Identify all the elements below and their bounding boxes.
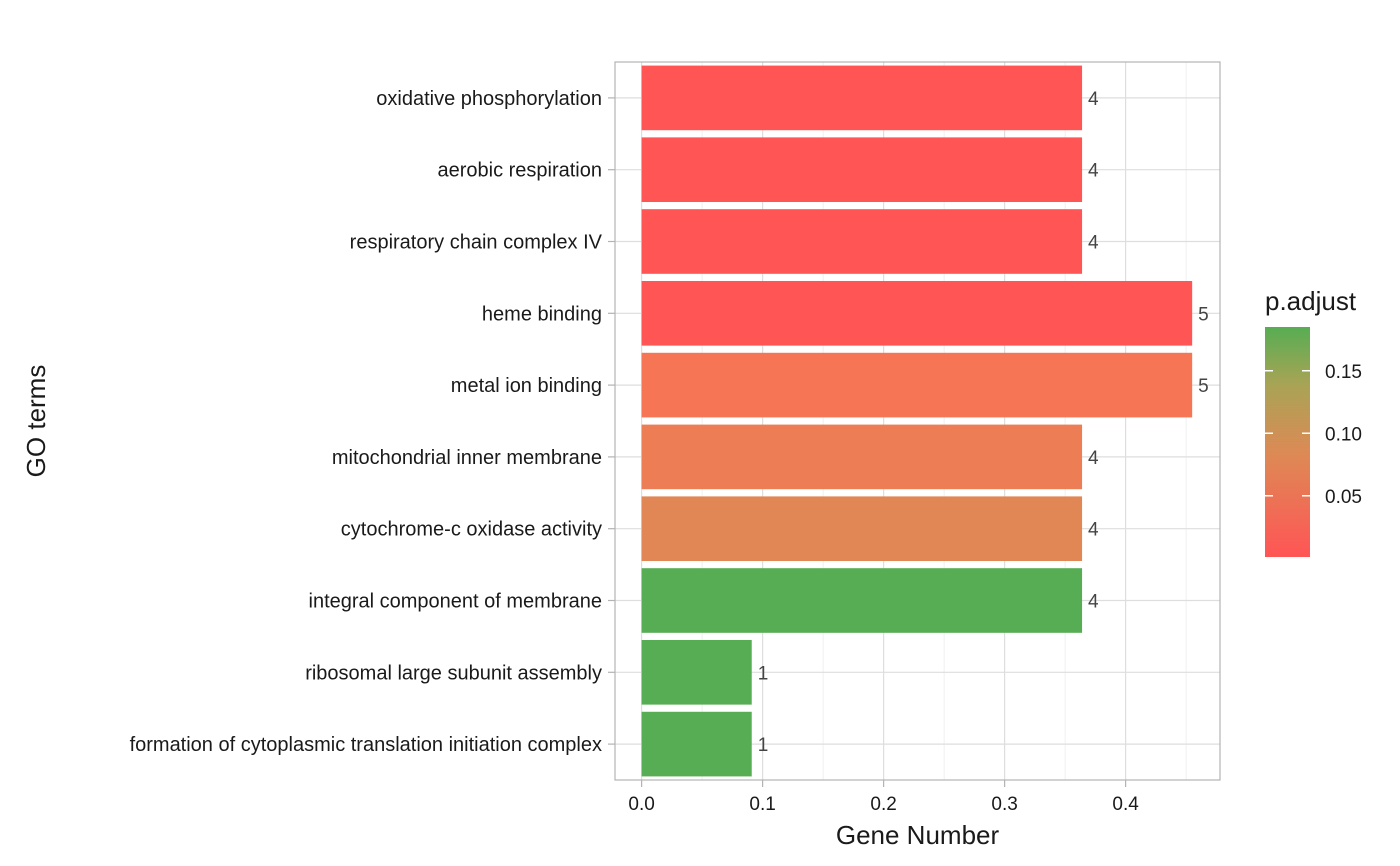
- bar: [641, 424, 1083, 490]
- y-tick-label: ribosomal large subunit assembly: [305, 662, 602, 684]
- legend: p.adjust 0.15 0.10 0.05: [1265, 286, 1362, 557]
- x-tick-label: 0.0: [628, 794, 654, 815]
- y-tick-label: heme binding: [482, 303, 602, 325]
- bar: [641, 352, 1193, 418]
- legend-tick-label: 0.15: [1325, 362, 1362, 383]
- legend-ticks: 0.15 0.10 0.05: [1265, 362, 1362, 508]
- bar-value-label: 4: [1088, 520, 1099, 541]
- y-tick-label: aerobic respiration: [437, 160, 602, 182]
- bar-value-label: 5: [1198, 304, 1209, 325]
- bar: [641, 137, 1083, 203]
- bar-value-label: 4: [1088, 233, 1099, 254]
- legend-colorbar: [1265, 327, 1310, 557]
- legend-tick-label: 0.10: [1325, 424, 1362, 445]
- y-tick-label: oxidative phosphorylation: [376, 88, 602, 110]
- y-tick-label: respiratory chain complex IV: [350, 232, 603, 254]
- bar-value-label: 4: [1088, 592, 1099, 613]
- panel-border: [614, 61, 1221, 781]
- bar-value-label: 4: [1088, 89, 1099, 110]
- bar: [641, 280, 1193, 346]
- y-tick-label: formation of cytoplasmic translation ini…: [130, 734, 602, 756]
- x-tick-label: 0.2: [870, 794, 896, 815]
- bar: [641, 568, 1083, 633]
- bar: [641, 209, 1083, 274]
- bar: [641, 65, 1083, 131]
- y-tick-label: metal ion binding: [451, 375, 602, 397]
- x-tick-label: 0.4: [1112, 794, 1139, 815]
- bar-value-label: 1: [758, 735, 769, 756]
- x-axis-title: Gene Number: [836, 820, 1000, 850]
- bar-value-label: 1: [758, 663, 769, 684]
- bars: 4 4 4 5 5 4 4 4 1 1: [641, 65, 1209, 777]
- y-tick-label: cytochrome-c oxidase activity: [341, 519, 602, 541]
- axes: 0.0 0.1 0.2 0.3 0.4 oxidative phosphorylation…: [130, 88, 1140, 815]
- x-tick-label: 0.1: [749, 794, 775, 815]
- bar-value-label: 4: [1088, 448, 1099, 469]
- y-axis-title: GO terms: [21, 365, 51, 478]
- y-tick-label: mitochondrial inner membrane: [332, 447, 602, 469]
- bar: [641, 639, 752, 705]
- x-tick-label: 0.3: [991, 794, 1017, 815]
- y-tick-label: integral component of membrane: [309, 591, 603, 613]
- bar: [641, 496, 1083, 562]
- legend-title: p.adjust: [1265, 286, 1357, 316]
- bar-value-label: 5: [1198, 376, 1209, 397]
- bar-value-label: 4: [1088, 161, 1099, 182]
- legend-tick-label: 0.05: [1325, 487, 1362, 508]
- bar: [641, 711, 752, 777]
